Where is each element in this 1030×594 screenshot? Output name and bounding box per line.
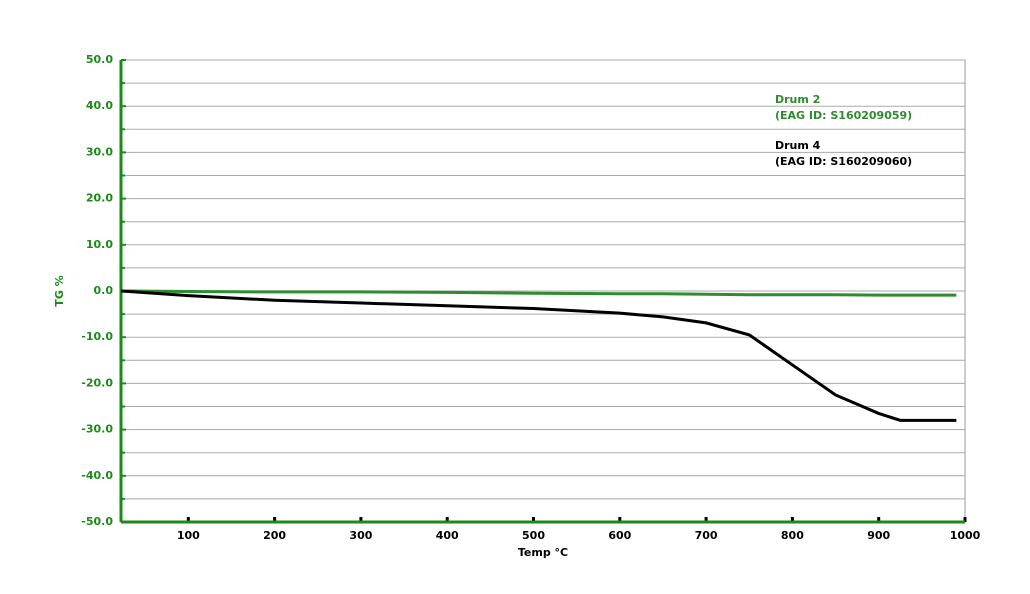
x-tick-label: 300 — [349, 529, 372, 542]
y-tick-label: -10.0 — [81, 330, 113, 343]
y-axis-label: TG % — [53, 275, 66, 306]
legend-subtitle: (EAG ID: S160209059) — [775, 109, 912, 122]
y-tick-label: 0.0 — [94, 284, 114, 297]
y-tick-label: -30.0 — [81, 423, 113, 436]
x-tick-label: 600 — [608, 529, 631, 542]
x-tick-label: 700 — [695, 529, 718, 542]
x-tick-label: 200 — [263, 529, 286, 542]
x-tick-label: 800 — [781, 529, 804, 542]
y-tick-label: 50.0 — [86, 53, 113, 66]
x-tick-label: 100 — [177, 529, 200, 542]
legend-name: Drum 4 — [775, 139, 821, 152]
legend-name: Drum 2 — [775, 93, 820, 106]
y-tick-label: 10.0 — [86, 238, 113, 251]
y-tick-label: 30.0 — [86, 145, 113, 158]
y-tick-label: 40.0 — [86, 99, 113, 112]
x-tick-label: 900 — [867, 529, 890, 542]
x-tick-label: 500 — [522, 529, 545, 542]
y-tick-label: -20.0 — [81, 376, 113, 389]
x-axis-label: Temp °C — [518, 546, 568, 559]
series-line — [120, 289, 957, 297]
x-tick-label: 400 — [436, 529, 459, 542]
series-line — [120, 289, 957, 422]
y-tick-label: 20.0 — [86, 192, 113, 205]
y-tick-label: -50.0 — [81, 515, 113, 528]
y-tick-label: -40.0 — [81, 469, 113, 482]
legend-subtitle: (EAG ID: S160209060) — [775, 155, 912, 168]
x-tick-label: 1000 — [950, 529, 981, 542]
